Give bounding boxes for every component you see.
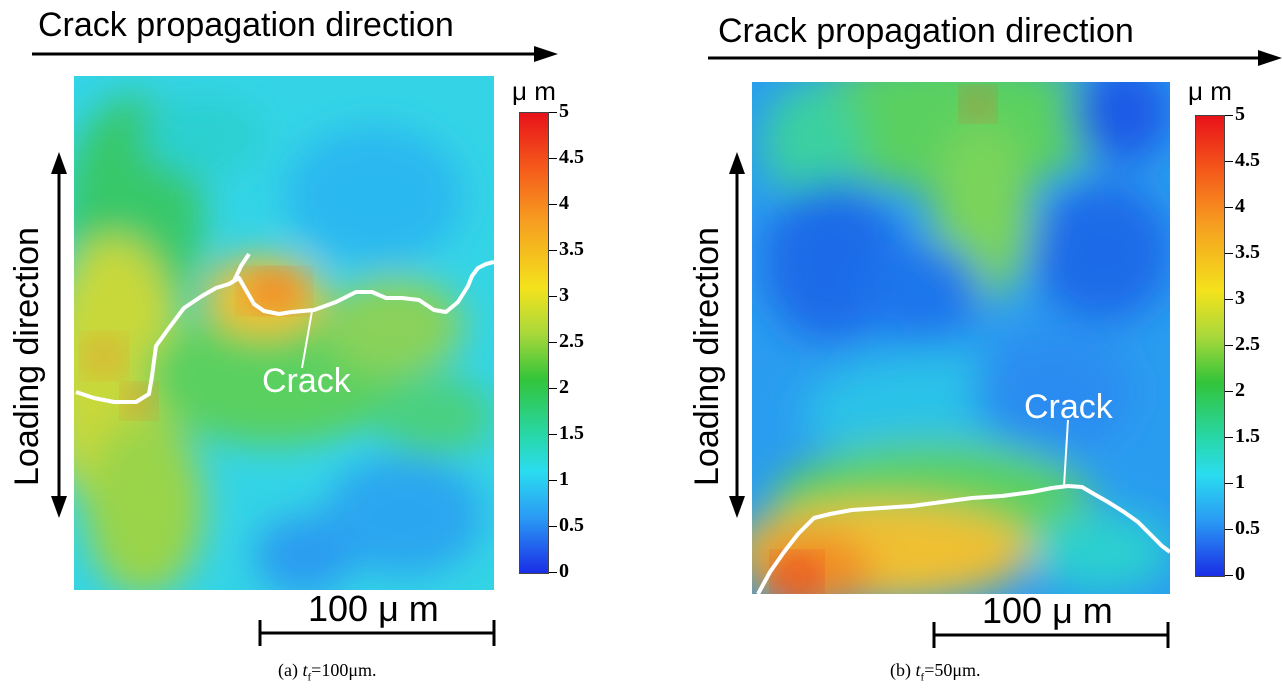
- colorbar-tick-mark: [549, 480, 557, 481]
- colorbar-tick-label: 1.5: [1235, 425, 1260, 447]
- propagation-arrow: [32, 46, 558, 62]
- colorbar-tick-mark: [549, 204, 557, 205]
- colorbar-tick-label: 2: [559, 376, 569, 398]
- height-map-b: [752, 82, 1170, 594]
- panel-a: Crack propagation direction Loading dire…: [0, 0, 641, 691]
- colorbar-unit: μ m: [512, 76, 556, 106]
- colorbar-tick-mark: [1225, 575, 1233, 576]
- colorbar-tick-label: 2.5: [559, 330, 584, 352]
- colorbar-tick-mark: [549, 342, 557, 343]
- scale-bar-label: 100 μ m: [308, 588, 439, 629]
- colorbar-tick-mark: [1225, 437, 1233, 438]
- colorbar-tick-label: 0.5: [559, 514, 584, 536]
- colorbar-tick-mark: [549, 112, 557, 113]
- colorbar-tick-label: 1: [559, 468, 569, 490]
- crack-label: Crack: [1024, 388, 1113, 426]
- colorbar-tick-mark: [549, 526, 557, 527]
- loading-direction-label: Loading direction: [8, 227, 46, 486]
- scale-bar-label: 100 μ m: [982, 590, 1113, 631]
- caption-a: (a) tf=100μm.: [278, 660, 377, 684]
- colorbar-tick-label: 4.5: [559, 146, 584, 168]
- colorbar-tick-mark: [549, 296, 557, 297]
- loading-arrow: [51, 152, 67, 518]
- colorbar-tick-mark: [1225, 483, 1233, 484]
- height-map-a: [74, 76, 494, 590]
- colorbar-tick-mark: [1225, 345, 1233, 346]
- panel-b: Crack propagation direction Loading dire…: [642, 0, 1283, 691]
- colorbar-tick-label: 5: [1235, 103, 1245, 125]
- colorbar-tick-mark: [1225, 115, 1233, 116]
- colorbar-tick-label: 1: [1235, 471, 1245, 493]
- colorbar-tick-mark: [1225, 299, 1233, 300]
- colorbar-tick-mark: [1225, 161, 1233, 162]
- colorbar-tick-mark: [1225, 253, 1233, 254]
- scale-bar: [258, 620, 496, 646]
- colorbar-tick-label: 3: [1235, 287, 1245, 309]
- colorbar-tick-mark: [549, 158, 557, 159]
- propagation-direction-label: Crack propagation direction: [718, 12, 1134, 50]
- colorbar-tick-label: 3.5: [1235, 241, 1260, 263]
- crack-label: Crack: [262, 362, 351, 400]
- colorbar-tick-label: 2.5: [1235, 333, 1260, 355]
- colorbar-tick-label: 5: [559, 100, 569, 122]
- colorbar-tick-label: 3.5: [559, 238, 584, 260]
- colorbar-tick-mark: [549, 250, 557, 251]
- colorbar-tick-label: 0.5: [1235, 517, 1260, 539]
- colorbar-tick-label: 3: [559, 284, 569, 306]
- colorbar-tick-mark: [1225, 207, 1233, 208]
- colorbar-tick-mark: [549, 388, 557, 389]
- colorbar-tick-mark: [1225, 391, 1233, 392]
- colorbar-tick-label: 0: [1235, 563, 1245, 585]
- loading-direction-label: Loading direction: [688, 227, 726, 486]
- scale-bar: [932, 622, 1170, 648]
- loading-arrow: [729, 152, 745, 518]
- colorbar-tick-label: 2: [1235, 379, 1245, 401]
- propagation-arrow: [708, 50, 1282, 66]
- propagation-direction-label: Crack propagation direction: [38, 6, 454, 44]
- colorbar-tick-label: 1.5: [559, 422, 584, 444]
- colorbar-unit: μ m: [1188, 76, 1232, 106]
- colorbar-tick-mark: [549, 572, 557, 573]
- colorbar-tick-label: 0: [559, 560, 569, 582]
- colorbar-tick-mark: [1225, 529, 1233, 530]
- colorbar-tick-label: 4: [559, 192, 569, 214]
- colorbar-tick-label: 4: [1235, 195, 1245, 217]
- colorbar: [519, 112, 549, 574]
- caption-b: (b) tf=50μm.: [890, 660, 981, 684]
- colorbar-tick-label: 4.5: [1235, 149, 1260, 171]
- colorbar-tick-mark: [549, 434, 557, 435]
- colorbar: [1195, 115, 1225, 577]
